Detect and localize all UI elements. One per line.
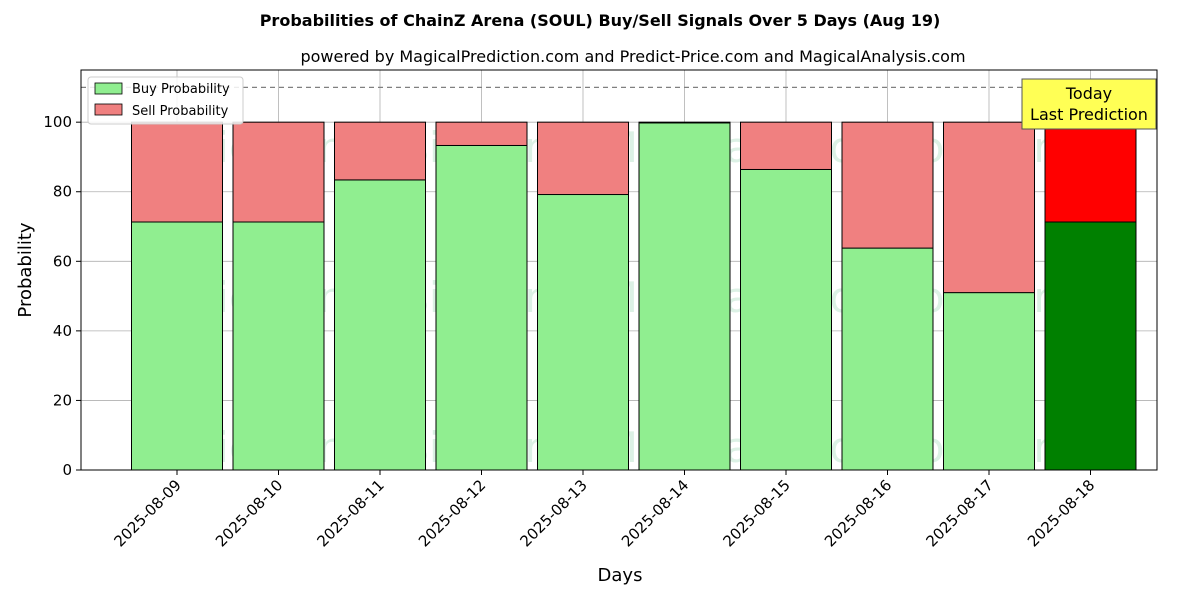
- bar-sell-2025-08-13: [537, 121, 629, 196]
- legend: Buy Probability Sell Probability: [87, 76, 244, 125]
- x-tick-label: 2025-08-15: [719, 476, 793, 550]
- y-tick-label: 0: [62, 461, 72, 479]
- x-tick-label: 2025-08-11: [313, 476, 387, 550]
- bar-sell-2025-08-11: [334, 121, 426, 181]
- x-tick-label: 2025-08-17: [922, 476, 996, 550]
- x-tick-label: 2025-08-09: [110, 476, 184, 550]
- bar-sell-2025-08-16: [841, 121, 934, 249]
- legend-box: [87, 76, 244, 125]
- y-axis-label: Probability: [15, 222, 36, 317]
- y-tick-label: 100: [43, 113, 72, 131]
- bar-buy-2025-08-09: [131, 221, 223, 471]
- legend-buy-swatch: [94, 82, 123, 95]
- x-axis-label: Days: [598, 565, 643, 586]
- bar-sell-2025-08-10: [232, 121, 325, 223]
- bar-buy-2025-08-15: [740, 168, 832, 471]
- bar-buy-2025-08-14: [638, 122, 731, 471]
- bar-buy-2025-08-12: [435, 144, 528, 471]
- chart-subtitle: powered by MagicalPrediction.com and Pre…: [300, 47, 965, 66]
- legend-sell-label: Sell Probability: [132, 104, 229, 119]
- bar-buy-2025-08-17: [943, 292, 1035, 471]
- x-tick-label: 2025-08-10: [212, 476, 286, 550]
- y-axis-ticks: 0 20 40 60 80 100: [43, 113, 81, 479]
- y-tick-label: 60: [53, 252, 72, 270]
- bar-buy-2025-08-10: [232, 221, 325, 471]
- x-tick-label: 2025-08-16: [821, 476, 895, 550]
- bar-sell-2025-08-14: [638, 121, 731, 124]
- bar-buy-2025-08-18: [1044, 221, 1137, 471]
- bar-sell-2025-08-12: [435, 121, 528, 146]
- y-tick-label: 20: [53, 391, 72, 409]
- bar-sell-2025-08-15: [740, 121, 832, 170]
- bar-buy-2025-08-16: [841, 247, 934, 471]
- bar-sell-2025-08-18: [1044, 121, 1137, 223]
- x-tick-label: 2025-08-13: [516, 476, 590, 550]
- bar-sell-2025-08-09: [131, 121, 223, 223]
- x-tick-label: 2025-08-14: [618, 476, 692, 550]
- bars-layer: [131, 121, 1137, 471]
- y-tick-label: 40: [53, 322, 72, 340]
- chart-title: Probabilities of ChainZ Arena (SOUL) Buy…: [260, 11, 941, 30]
- plot-frame: [80, 69, 1158, 471]
- y-tick-label: 80: [53, 183, 72, 201]
- today-annotation: Today Last Prediction: [1021, 78, 1157, 130]
- x-tick-label: 2025-08-18: [1024, 476, 1098, 550]
- legend-sell-swatch: [94, 103, 123, 116]
- bar-sell-2025-08-17: [943, 121, 1035, 294]
- x-axis-ticks: 2025-08-09 2025-08-10 2025-08-11 2025-08-12…: [110, 470, 1098, 550]
- bar-buy-2025-08-11: [334, 179, 426, 471]
- legend-buy-label: Buy Probability: [132, 82, 230, 97]
- bar-buy-2025-08-13: [537, 194, 629, 471]
- today-annotation-box: [1021, 78, 1157, 130]
- x-tick-label: 2025-08-12: [415, 476, 489, 550]
- today-annotation-line1: Today: [1065, 84, 1112, 103]
- today-annotation-line2: Last Prediction: [1030, 105, 1148, 124]
